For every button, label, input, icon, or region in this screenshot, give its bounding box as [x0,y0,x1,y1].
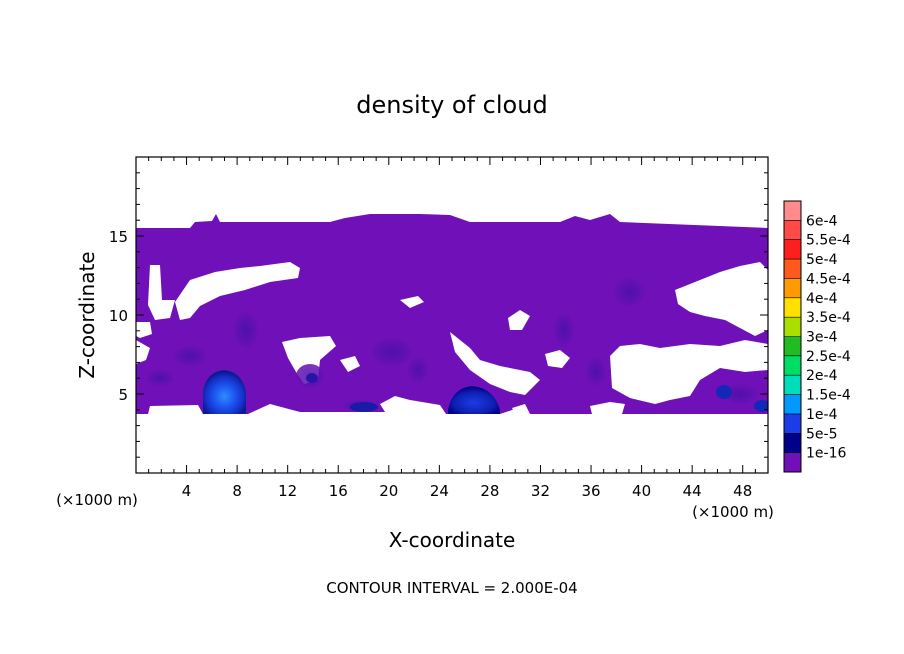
x-tick-label: 4 [182,482,192,500]
colorbar-swatch [784,259,801,279]
colorbar-swatch [784,355,801,376]
colorbar-label: 4.5e-4 [806,271,851,287]
x-tick-label: 24 [430,482,449,500]
contour-interval-note: CONTOUR INTERVAL = 2.000E-04 [326,579,577,597]
colorbar-swatch [784,297,801,318]
colorbar-label: 2e-4 [806,368,838,384]
x-tick-label: 44 [683,482,702,500]
max-region-x49 [754,400,768,412]
y-axis-label: Z-coordinate [75,251,99,378]
x-tick-label: 20 [379,482,398,500]
colorbar-swatch [784,413,801,434]
x-tick-label: 48 [733,482,752,500]
x-tick-label: 40 [632,482,651,500]
colorbar-swatch [784,452,801,473]
colorbar-label: 5.5e-4 [806,233,851,249]
y-tick-label: 15 [109,228,128,246]
colorbar-label: 5e-5 [806,426,837,442]
colorbar-swatch [784,201,801,221]
colorbar-swatch [784,375,801,396]
cloud-dense-patches [146,278,758,412]
colorbar-label: 4e-4 [806,291,838,307]
y-tick-label: 5 [118,386,128,404]
x-tick-label: 28 [480,482,499,500]
y-ticks: 5 10 15 [109,172,768,458]
colorbar-label: 1e-16 [806,446,846,462]
max-region-x7 [203,370,246,414]
cloud-gaps [136,262,768,414]
colorbar-label: 2.5e-4 [806,349,851,365]
colorbar-swatch [784,220,801,241]
colorbar-label: 1e-4 [806,407,838,423]
y-tick-label: 10 [109,307,128,325]
x-axis-label: X-coordinate [389,528,516,552]
colorbar-swatch [784,317,801,337]
cloud-field [136,214,768,414]
max-region-x18 [350,402,378,412]
colorbar-label: 6e-4 [806,213,838,229]
patch-x14 [306,373,318,383]
colorbar-label: 5e-4 [806,252,838,268]
colorbar-swatch [784,336,801,357]
x-unit-label: (×1000 m) [692,503,774,521]
colorbar-label: 1.5e-4 [806,388,851,404]
max-region-x27 [448,386,500,414]
colorbar: 6e-4 5.5e-4 5e-4 4.5e-4 4e-4 3.5e-4 3e-4 2.5e-4… [783,200,851,473]
chart-title: density of cloud [356,91,547,119]
colorbar-swatch [784,394,801,415]
x-tick-label: 32 [531,482,550,500]
colorbar-swatch [784,433,801,454]
x-tick-label: 16 [329,482,348,500]
colorbar-swatch [784,239,801,260]
x-tick-label: 36 [581,482,600,500]
max-region-x46 [716,385,732,399]
x-tick-label: 8 [232,482,242,500]
x-tick-label: 12 [278,482,297,500]
y-unit-label: (×1000 m) [56,491,138,509]
colorbar-swatch [784,278,801,299]
colorbar-label: 3.5e-4 [806,310,851,326]
colorbar-label: 3e-4 [806,330,838,346]
x-ticks: 4 8 12 16 20 24 28 32 36 40 44 48 [148,157,756,500]
